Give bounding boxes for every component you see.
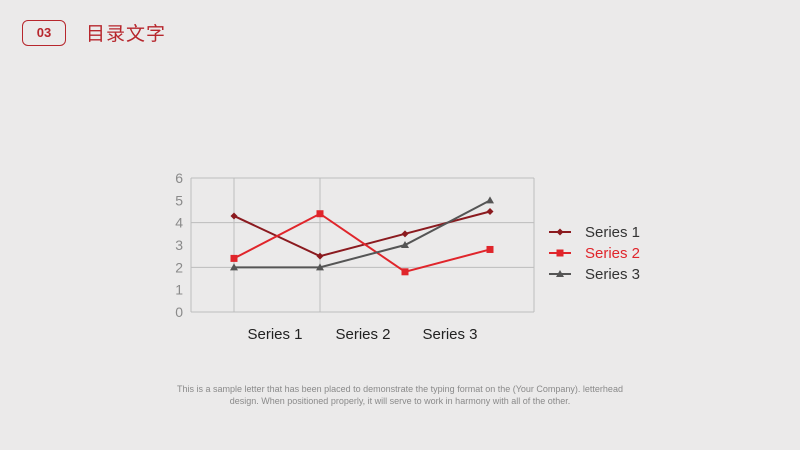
caption-line-1: This is a sample letter that has been pl… (177, 384, 623, 394)
data-point (401, 241, 409, 248)
data-point (230, 212, 238, 220)
section-title: 目录文字 (86, 23, 167, 45)
y-tick-label: 0 (175, 304, 183, 320)
y-tick-label: 1 (175, 282, 183, 298)
data-point (316, 210, 324, 218)
series-line-3 (234, 199, 491, 269)
series-line-1 (233, 210, 491, 258)
legend-marker (556, 270, 564, 277)
legend-label: Series 3 (585, 266, 640, 283)
y-tick-label: 5 (175, 192, 183, 208)
data-point (401, 230, 409, 238)
y-tick-label: 4 (175, 215, 183, 231)
data-point (486, 196, 494, 204)
legend-label: Series 1 (585, 224, 640, 241)
x-tick-label: Series 2 (335, 326, 390, 343)
legend-label: Series 2 (585, 245, 640, 262)
y-tick-label: 2 (175, 259, 183, 275)
data-point (230, 254, 238, 262)
data-point (486, 245, 494, 253)
y-tick-label: 3 (175, 237, 183, 253)
legend-marker (556, 249, 564, 257)
caption-line-2: design. When positioned properly, it wil… (229, 396, 571, 406)
section-number-badge: 03 (22, 20, 66, 46)
x-tick-label: Series 1 (247, 326, 302, 343)
data-point (401, 268, 409, 276)
y-tick-label: 6 (175, 170, 183, 186)
data-point (316, 263, 324, 271)
series-line-2 (233, 212, 491, 273)
data-point (486, 208, 494, 215)
legend-marker (556, 228, 564, 236)
data-point (316, 252, 324, 260)
caption-text: This is a sample letter that has been pl… (120, 383, 680, 407)
data-point (230, 263, 238, 271)
x-tick-label: Series 3 (422, 326, 477, 343)
